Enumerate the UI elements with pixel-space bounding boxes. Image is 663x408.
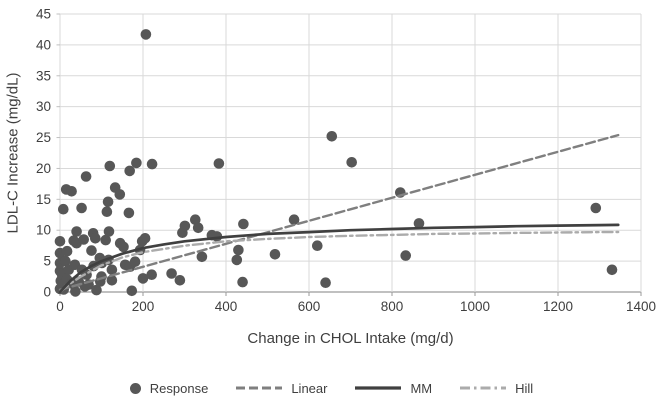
svg-text:5: 5	[43, 254, 51, 269]
linear-line-icon	[236, 386, 283, 390]
svg-text:0: 0	[43, 285, 51, 300]
x-axis-title: Change in CHOL Intake (mg/d)	[247, 330, 454, 347]
legend-item-linear: Linear	[236, 381, 327, 396]
svg-text:0: 0	[56, 299, 64, 314]
svg-text:45: 45	[36, 7, 51, 22]
legend-label-response: Response	[149, 380, 209, 396]
legend-label-linear: Linear	[291, 380, 328, 396]
svg-text:400: 400	[215, 299, 238, 314]
svg-text:1400: 1400	[626, 299, 656, 314]
legend-label-hill: Hill	[515, 380, 534, 396]
svg-text:35: 35	[36, 68, 51, 83]
legend-item-mm: MM	[355, 381, 432, 396]
svg-text:15: 15	[36, 192, 51, 207]
y-axis-title: LDL-C Increase (mg/dL)	[4, 72, 22, 234]
svg-text:10: 10	[36, 223, 51, 238]
legend-item-response: Response	[129, 380, 209, 396]
svg-text:800: 800	[381, 299, 404, 314]
svg-text:20: 20	[36, 161, 51, 176]
svg-text:30: 30	[36, 99, 51, 114]
mm-line-icon	[355, 386, 402, 390]
svg-text:1000: 1000	[460, 299, 490, 314]
legend: Response Linear MM Hill	[0, 376, 663, 400]
svg-text:40: 40	[36, 37, 51, 52]
svg-text:200: 200	[132, 299, 155, 314]
response-marker-icon	[129, 382, 141, 394]
plot-svg: 0 5 10 15 20 25 30 35 40 45 0 200 400 600 800 1000 1200 1…	[36, 7, 656, 315]
svg-text:600: 600	[298, 299, 321, 314]
svg-text:1200: 1200	[543, 299, 573, 314]
svg-text:25: 25	[36, 130, 51, 145]
hill-line-icon	[460, 386, 507, 390]
legend-item-hill: Hill	[460, 381, 533, 396]
legend-label-mm: MM	[410, 380, 433, 396]
